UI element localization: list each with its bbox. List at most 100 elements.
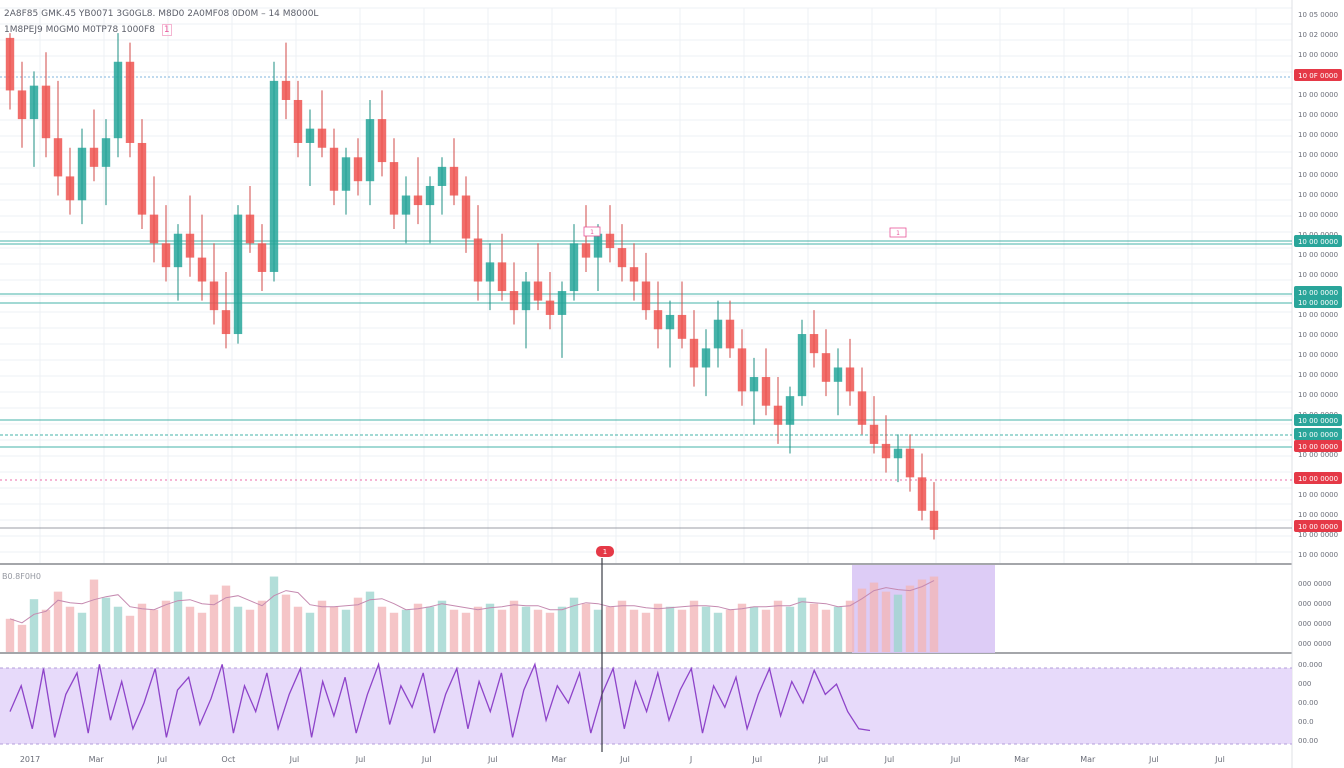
price-axis-label: 10 00 0000 (1298, 151, 1338, 159)
price-tag: 10 00 0000 (1294, 472, 1342, 484)
price-axis-label: 10 00 0000 (1298, 311, 1338, 319)
candle-body (233, 214, 243, 335)
price-tag-text: 10 00 0000 (1298, 289, 1338, 297)
candle-body (593, 233, 603, 258)
candle-body (77, 147, 87, 201)
time-axis-label: Jul (619, 755, 630, 764)
candle-body (677, 314, 687, 339)
volume-bar (497, 609, 507, 652)
volume-bar (857, 588, 867, 652)
oscillator-band (0, 668, 1292, 744)
candle-body (149, 214, 159, 244)
volume-bar (137, 603, 147, 652)
grid-lines (0, 7, 1292, 563)
volume-bar (53, 591, 63, 652)
volume-bar (377, 606, 387, 652)
price-tag: 10 00 0000 (1294, 414, 1342, 426)
candle-body (5, 37, 15, 91)
candle-body (197, 257, 207, 282)
volume-bar (89, 579, 99, 652)
time-axis-label: Jul (487, 755, 498, 764)
volume-bar (773, 600, 783, 652)
volume-bar (749, 606, 759, 652)
time-axis-label: Jul (1214, 755, 1225, 764)
time-axis-label: Jul (1148, 755, 1159, 764)
price-tag-box (1294, 414, 1342, 426)
volume-bar (821, 609, 831, 652)
volume-bar (785, 606, 795, 652)
candle-body (749, 377, 759, 392)
candle-body (89, 147, 99, 167)
candle-body (377, 119, 387, 163)
candle-body (449, 166, 459, 196)
time-axis-label: Jul (156, 755, 167, 764)
volume-bar (77, 612, 87, 652)
price-tag: 10 00 0000 (1294, 428, 1342, 440)
price-tag-box (1294, 428, 1342, 440)
price-tag: 10 00 0000 (1294, 286, 1342, 298)
level-label-text: 1 (896, 230, 900, 237)
price-axis-label: 10 00 0000 (1298, 331, 1338, 339)
candle-body (833, 367, 843, 382)
candle-body (29, 85, 39, 120)
candle-body (245, 214, 255, 244)
oscillator-axis-label: 00.00 (1298, 737, 1318, 745)
volume-bar (437, 600, 447, 652)
price-axis-label: 10 05 0000 (1298, 11, 1338, 19)
volume-bar (221, 585, 231, 652)
volume-bar (653, 603, 663, 652)
candle-body (473, 238, 483, 282)
candle-body (257, 243, 267, 272)
candle-body (701, 348, 711, 368)
volume-axis-label: 000 0000 (1298, 580, 1331, 588)
level-label: 1 (583, 226, 601, 237)
candle-body (101, 138, 111, 167)
candle-body (305, 128, 315, 143)
price-tag-box (1294, 296, 1342, 308)
volume-bar (233, 606, 243, 652)
price-tag-box (1294, 440, 1342, 452)
candle-body (797, 334, 807, 397)
price-tag-text: 10 0F 0000 (1298, 72, 1338, 80)
time-axis-label: Jul (751, 755, 762, 764)
volume-bar (761, 609, 771, 652)
volume-bar (173, 591, 183, 652)
candle-body (617, 248, 627, 268)
volume-bar (557, 606, 567, 652)
oscillator-axis-label: 000 (1298, 680, 1311, 688)
time-axis-label: J (689, 755, 692, 764)
volume-bar (581, 603, 591, 652)
time-axis-label: Jul (818, 755, 829, 764)
price-axis-label: 10 00 0000 (1298, 531, 1338, 539)
price-axis-label: 10 00 0000 (1298, 191, 1338, 199)
volume-bar (113, 606, 123, 652)
volume-bar (257, 600, 267, 652)
candle-body (641, 281, 651, 311)
candle-body (185, 233, 195, 258)
volume-bar (713, 612, 723, 652)
volume-bar (833, 606, 843, 652)
volume-bar (17, 624, 27, 652)
candle-body (413, 195, 423, 206)
level-label-text: 1 (590, 229, 594, 236)
volume-bar (569, 597, 579, 652)
volume-bar (185, 606, 195, 652)
price-axis-label: 10 02 0000 (1298, 31, 1338, 39)
price-tag-text: 10 00 0000 (1298, 523, 1338, 531)
price-axis-label: 10 00 0000 (1298, 391, 1338, 399)
candle-body (269, 80, 279, 272)
volume-bar (245, 609, 255, 652)
volume-bar (401, 609, 411, 652)
candle-body (605, 233, 615, 249)
volume-bar (41, 609, 51, 652)
candle-body (485, 262, 495, 282)
volume-bar (281, 594, 291, 652)
volume-bar (197, 612, 207, 652)
candle-body (533, 281, 543, 301)
candle-body (929, 510, 939, 530)
indicator-badge[interactable]: 1 (161, 24, 172, 36)
candle-body (125, 61, 135, 143)
price-tag-text: 10 00 0000 (1298, 238, 1338, 246)
